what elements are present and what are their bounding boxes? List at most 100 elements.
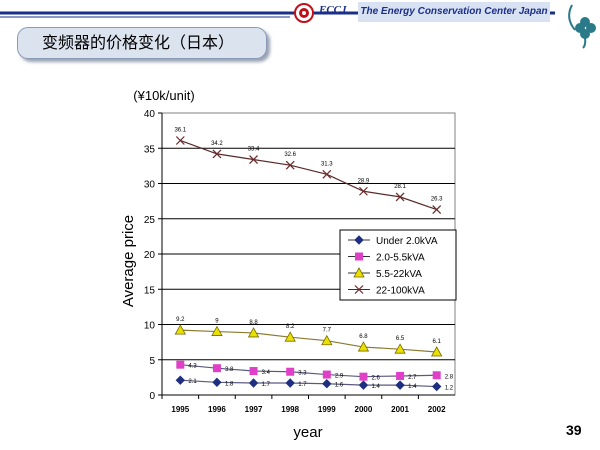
data-point <box>176 360 185 369</box>
data-label: 6.5 <box>396 336 405 342</box>
eccj-logo-icon <box>294 3 314 23</box>
data-label: 2.7 <box>408 375 417 381</box>
data-label: 3.8 <box>225 367 234 373</box>
legend-marker <box>354 285 364 294</box>
legend-label: 5.5-22kVA <box>376 269 422 280</box>
data-label: 1.6 <box>335 383 344 389</box>
data-point <box>285 160 295 170</box>
data-label: 1.4 <box>371 384 380 390</box>
series-line <box>180 329 437 353</box>
data-label: 36.1 <box>174 127 186 133</box>
data-point <box>431 381 442 392</box>
data-label: 6.8 <box>359 334 368 340</box>
y-tick-label: 10 <box>144 321 156 332</box>
y-tick-label: 35 <box>144 144 156 155</box>
data-label: 7.7 <box>323 328 332 334</box>
data-label: 9.2 <box>176 317 185 323</box>
data-label: 33.4 <box>248 147 260 153</box>
y-tick-label: 40 <box>144 109 156 120</box>
data-label: 1.7 <box>262 382 271 388</box>
page-title: 变频器的价格变化（日本） <box>17 27 267 59</box>
data-point <box>322 379 332 389</box>
data-point <box>212 364 221 373</box>
data-point <box>357 341 370 352</box>
legend-marker <box>354 235 364 245</box>
eccj-abbrev: ECCJ <box>319 4 347 16</box>
y-unit-label: (¥10k/unit) <box>133 88 194 103</box>
x-tick-label: 1998 <box>281 405 299 414</box>
data-point <box>286 367 295 376</box>
data-point <box>248 378 259 388</box>
data-point <box>322 169 332 179</box>
page-number: 39 <box>566 422 582 438</box>
data-label: 31.3 <box>321 161 333 167</box>
data-point <box>285 378 295 388</box>
slide-header: ECCJ The Energy Conservation Center Japa… <box>0 0 600 100</box>
data-point <box>394 343 406 354</box>
data-label: 1.4 <box>408 384 417 390</box>
data-label: 34.2 <box>211 141 223 147</box>
data-label: 2.1 <box>188 379 197 385</box>
x-tick-label: 1995 <box>171 405 189 414</box>
x-tick-label: 1997 <box>245 405 263 414</box>
data-point <box>396 371 405 380</box>
data-point <box>247 327 260 338</box>
data-label: 8.8 <box>249 320 258 326</box>
data-label: 9 <box>215 319 219 325</box>
data-point <box>395 192 405 202</box>
data-label: 8.2 <box>286 324 295 330</box>
series-line <box>180 379 437 388</box>
y-tick-label: 30 <box>144 180 156 191</box>
data-point <box>249 155 258 164</box>
data-point <box>432 371 441 380</box>
data-point <box>322 370 331 379</box>
data-point <box>321 334 333 346</box>
y-tick-label: 25 <box>144 215 156 226</box>
data-point <box>431 346 443 357</box>
data-point <box>432 205 442 215</box>
data-point <box>174 324 186 335</box>
data-point <box>395 380 405 390</box>
legend-label: 2.0-5.5kVA <box>376 253 425 264</box>
y-tick-label: 20 <box>144 250 156 261</box>
data-label: 1.7 <box>298 382 307 388</box>
y-tick-label: 0 <box>149 391 155 402</box>
x-axis-label: year <box>293 424 322 441</box>
data-label: 26.3 <box>431 197 443 203</box>
x-tick-label: 1999 <box>318 405 336 414</box>
y-axis-label: Average price <box>120 215 137 307</box>
data-label: 28.1 <box>394 184 406 190</box>
data-label: 2.8 <box>445 374 454 380</box>
data-point <box>175 375 186 385</box>
data-label: 1.8 <box>225 381 234 387</box>
data-point <box>359 372 368 381</box>
clover-logo-icon <box>568 4 596 49</box>
y-tick-label: 15 <box>144 285 156 296</box>
org-name: The Energy Conservation Center Japan <box>358 2 550 22</box>
data-point <box>175 136 185 145</box>
legend-marker <box>355 252 363 261</box>
data-point <box>212 149 222 159</box>
x-tick-label: 2002 <box>428 405 446 414</box>
y-tick-label: 5 <box>149 356 155 367</box>
data-label: 32.6 <box>284 152 296 158</box>
data-point <box>249 367 258 376</box>
data-point <box>284 331 296 342</box>
legend-label: 22-100kVA <box>376 286 425 297</box>
x-tick-label: 2001 <box>391 405 409 414</box>
data-label: 4.3 <box>188 364 197 370</box>
data-point <box>212 377 222 388</box>
data-label: 28.9 <box>358 178 370 184</box>
series-line <box>180 364 437 378</box>
legend-label: Under 2.0kVA <box>376 236 438 247</box>
data-label: 2.9 <box>335 374 344 380</box>
data-label: 1.2 <box>445 386 454 392</box>
data-label: 3.4 <box>262 370 271 376</box>
data-label: 3.3 <box>298 371 307 377</box>
data-point <box>211 325 223 336</box>
legend-marker <box>353 267 365 278</box>
data-label: 6.1 <box>433 339 442 345</box>
series-line <box>180 139 437 211</box>
x-tick-label: 1996 <box>208 405 226 414</box>
